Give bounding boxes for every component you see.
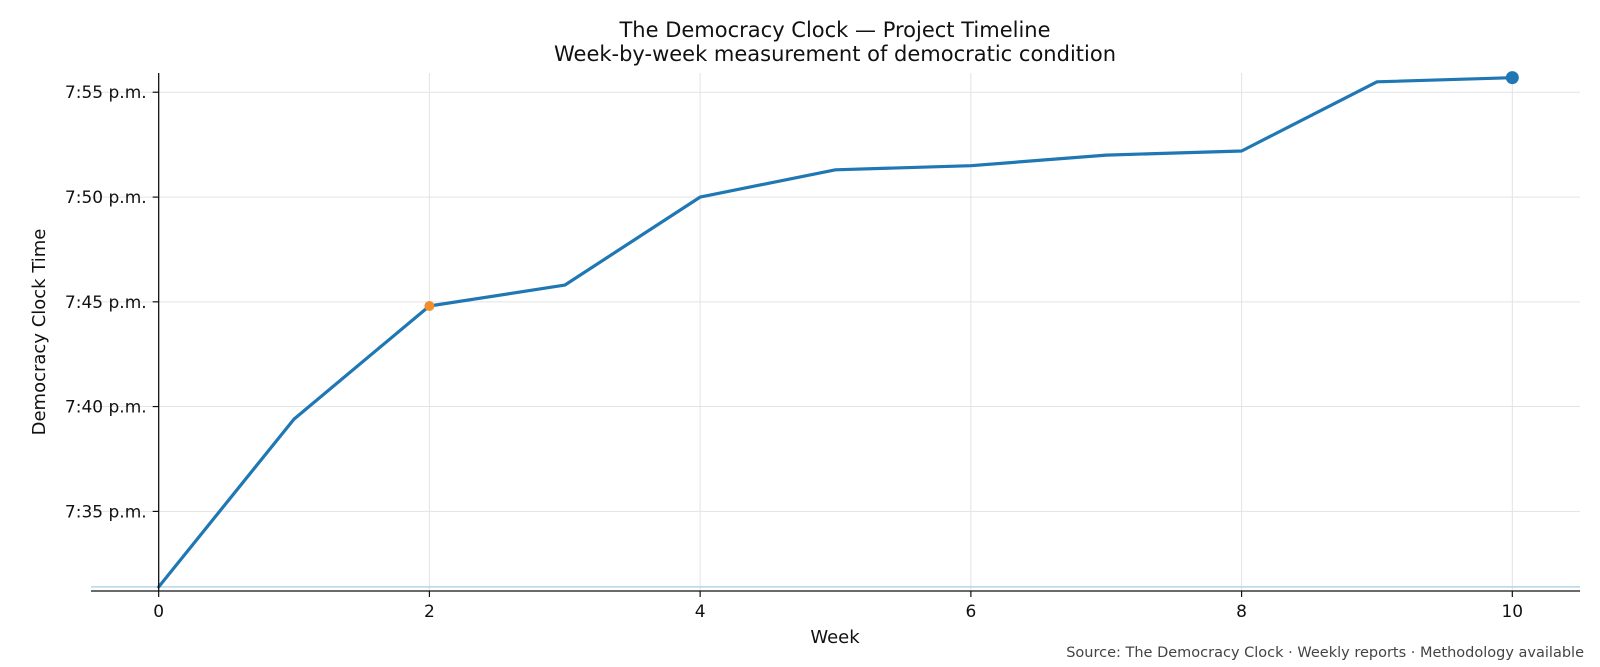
- series: [157, 76, 1514, 589]
- y-tick-label: 7:50 p.m.: [65, 188, 147, 208]
- x-tick-label: 10: [1501, 602, 1523, 622]
- grid-lines: [91, 73, 1580, 591]
- highlight-point: [1505, 71, 1519, 85]
- chart-subtitle: Week-by-week measurement of democratic c…: [554, 42, 1116, 66]
- x-tick-label: 6: [965, 602, 976, 622]
- x-tick-label: 4: [695, 602, 706, 622]
- y-tick-label: 7:35 p.m.: [65, 502, 147, 522]
- highlight-points: [424, 71, 1519, 311]
- y-axis-ticks: 7:35 p.m. 7:40 p.m. 7:45 p.m. 7:50 p.m. 7:55…: [65, 83, 159, 522]
- chart-title: The Democracy Clock — Project Timeline: [618, 18, 1050, 42]
- x-tick-label: 2: [424, 602, 435, 622]
- x-tick-label: 8: [1236, 602, 1247, 622]
- x-tick-label: 0: [153, 602, 164, 622]
- y-tick-label: 7:40 p.m.: [65, 398, 147, 418]
- highlight-point: [424, 300, 435, 311]
- x-axis-ticks: 0 2 4 6 8 10: [153, 591, 1523, 622]
- y-axis-label: Democracy Clock Time: [29, 229, 50, 436]
- series-line: [157, 76, 1514, 589]
- y-tick-label: 7:55 p.m.: [65, 83, 147, 103]
- x-axis-label: Week: [810, 627, 860, 648]
- axes: [91, 73, 1580, 592]
- source-note: Source: The Democracy Clock · Weekly rep…: [1066, 645, 1584, 661]
- y-tick-label: 7:45 p.m.: [65, 293, 147, 313]
